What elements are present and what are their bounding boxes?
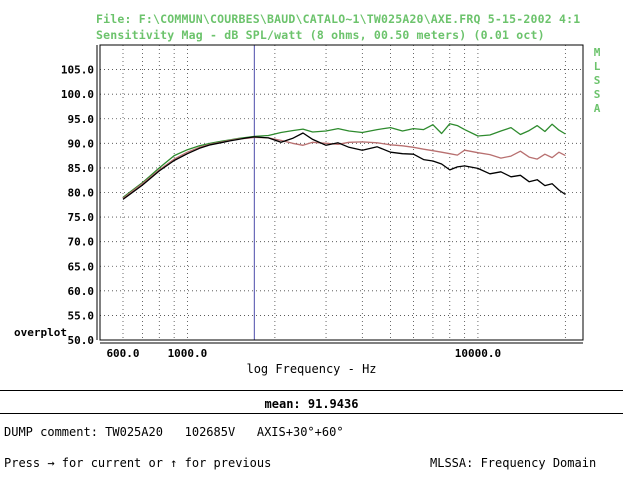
y-tick-label: 65.0 [68,260,95,273]
y-tick-label: 50.0 [68,334,95,347]
x-axis-label: log Frequency - Hz [246,362,377,376]
side-letter: S [593,74,601,87]
x-tick-label: 10000.0 [455,347,501,360]
measurement-header: Sensitivity Mag - dB SPL/watt (8 ohms, 0… [96,28,545,42]
x-tick-label: 600.0 [106,347,139,360]
series-line-1 [122,123,566,198]
mean-readout: mean: 91.9436 [264,397,359,411]
file-path-header: File: F:\COMMUN\COURBES\BAUD\CATALO~1\TW… [96,12,581,26]
y-tick-label: 100.0 [61,88,94,101]
y-tick-label: 55.0 [68,309,95,322]
dump-comment: DUMP comment: TW025A20 102685V AXIS+30°+… [4,425,344,439]
side-letter: M [593,46,601,59]
overplot-label: overplot [14,326,67,339]
y-tick-label: 95.0 [68,113,95,126]
navigation-prompt: Press → for current or ↑ for previous [4,456,272,470]
y-tick-label: 105.0 [61,64,94,77]
mlssa-side-label: M L S S A [592,46,602,116]
y-tick-label: 80.0 [68,187,95,200]
side-letter: S [593,88,601,101]
plot-frame [99,44,584,341]
y-tick-label: 90.0 [68,137,95,150]
side-letter: A [593,102,601,115]
series-line-3 [122,132,566,200]
y-tick-label: 70.0 [68,236,95,249]
divider-line [0,413,623,414]
y-tick-label: 85.0 [68,162,95,175]
y-tick-label: 75.0 [68,211,95,224]
side-letter: L [593,60,601,73]
divider-line [0,390,623,391]
y-tick-label: 60.0 [68,285,95,298]
mode-status: MLSSA: Frequency Domain [430,456,597,470]
x-tick-label: 1000.0 [168,347,208,360]
frequency-response-chart: 105.0 100.0 95.0 90.0 85.0 80.0 75.0 70.0 65.0 60… [14,44,584,360]
